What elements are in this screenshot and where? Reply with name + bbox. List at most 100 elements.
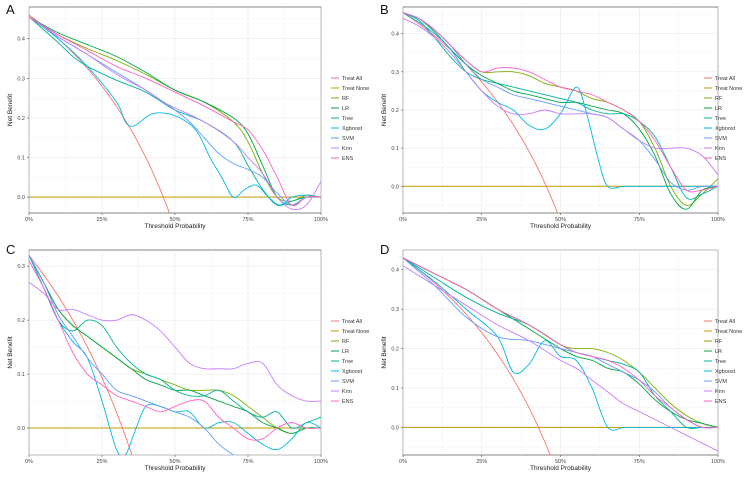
legend-label: Treat All [715,76,735,82]
series-lr [403,12,718,210]
legend-label: Treat All [342,76,362,82]
x-tick-label: 100% [711,217,725,223]
series-ens [403,257,718,429]
legend-label: LR [715,349,722,355]
x-tick-label: 50% [169,459,180,465]
series-knn [403,18,718,176]
x-axis-title: Threshold Probability [144,465,206,472]
panel-B: B 0.0 0.1 0.2 0.3 0.4 0% 25% 50% 75% 100% Threshold… [380,2,742,230]
series-xgboost [403,12,718,189]
x-tick-label: 75% [634,217,645,223]
x-tick-label: 25% [96,217,107,223]
y-tick-label: 0.4 [17,37,25,43]
y-tick-label: 0.0 [391,425,399,431]
series-svm [29,16,321,206]
legend-label: Knn [342,389,352,395]
series-xgboost [403,257,718,431]
x-tick-label: 0% [399,459,407,465]
series-ens [29,260,321,441]
x-tick-label: 75% [634,459,645,465]
x-axis-title: Threshold Probability [530,223,592,230]
y-tick-label: 0.3 [17,264,25,270]
x-tick-label: 75% [242,459,253,465]
x-tick-label: 0% [25,217,33,223]
legend: Treat All Treat None RF LR Tree Xgboost SVM Knn… [704,319,742,405]
legend-label: Knn [342,146,352,152]
legend-label: Xgboost [342,126,363,132]
legend-label: ENS [342,156,354,162]
legend: Treat All Treat None RF LR Tree Xgboost SVM Knn… [704,76,742,162]
legend-label: Knn [715,389,725,395]
series-lines [29,14,321,213]
y-tick-label: 0.0 [17,195,25,201]
legend-label: Tree [715,359,726,365]
legend-label: Tree [715,116,726,122]
panel-C: C 0.0 0.1 0.2 0.3 0% 25% 50% 75% 100% Threshold Pr… [6,242,369,472]
legend-label: RF [342,96,350,102]
legend-label: Knn [715,146,725,152]
legend-label: Xgboost [342,369,363,375]
y-tick-label: 0.2 [391,347,399,353]
legend-label: SVM [342,136,354,142]
legend-label: LR [342,106,349,112]
y-tick-label: 0.2 [17,116,25,122]
legend-label: Tree [342,116,353,122]
series-xgboost [29,16,321,206]
x-tick-label: 50% [555,459,566,465]
legend-label: Xgboost [715,369,736,375]
y-tick-label: 0.2 [17,318,25,324]
panel-D: D 0.0 0.1 0.2 0.3 0.4 0% 25% 50% 75% 100% Threshold… [380,242,742,472]
series-tree [403,12,718,200]
y-tick-label: 0.1 [391,146,399,152]
series-svm [403,12,718,191]
y-tick-label: 0.0 [391,184,399,190]
y-tick-label: 0.3 [391,70,399,76]
legend-label: Treat All [342,319,362,325]
x-tick-label: 75% [242,217,253,223]
x-tick-label: 50% [169,217,180,223]
legend-label: RF [715,96,723,102]
legend-label: LR [342,349,349,355]
series-lines [29,255,321,455]
gridlines [402,7,719,213]
legend-label: Treat None [342,86,369,92]
panel-letter: B [380,2,389,17]
legend-label: ENS [715,399,727,405]
legend-label: RF [342,339,350,345]
legend-label: Treat None [715,329,742,335]
series-treat-all [29,255,133,455]
y-axis-title: Net Benefit [381,336,388,368]
x-tick-label: 100% [711,459,725,465]
y-tick-label: 0.4 [391,268,399,274]
panel-letter: D [380,242,389,257]
legend-label: Xgboost [715,126,736,132]
series-tree [29,255,321,429]
x-tick-label: 0% [399,217,407,223]
series-ens [403,12,718,193]
y-tick-label: 0.2 [391,108,399,114]
legend-label: Treat None [715,86,742,92]
x-axis-title: Threshold Probability [144,223,206,230]
x-tick-label: 0% [25,459,33,465]
x-tick-label: 50% [555,217,566,223]
legend-label: ENS [342,399,354,405]
series-svm [29,255,234,455]
legend-label: SVM [715,136,727,142]
legend-label: Tree [342,359,353,365]
series-treat-all [403,257,551,455]
legend-label: Treat All [715,319,735,325]
x-tick-label: 100% [314,217,328,223]
x-tick-label: 100% [314,459,328,465]
y-tick-label: 0.1 [17,156,25,162]
y-tick-label: 0.0 [17,426,25,432]
legend-label: SVM [715,379,727,385]
x-tick-label: 25% [96,459,107,465]
y-axis-title: Net Benefit [7,336,14,368]
series-knn [29,16,321,211]
x-axis-title: Threshold Probability [530,465,592,472]
y-axis-title: Net Benefit [381,94,388,126]
series-lines [403,257,718,455]
y-tick-label: 0.3 [17,76,25,82]
x-tick-label: 25% [476,217,487,223]
